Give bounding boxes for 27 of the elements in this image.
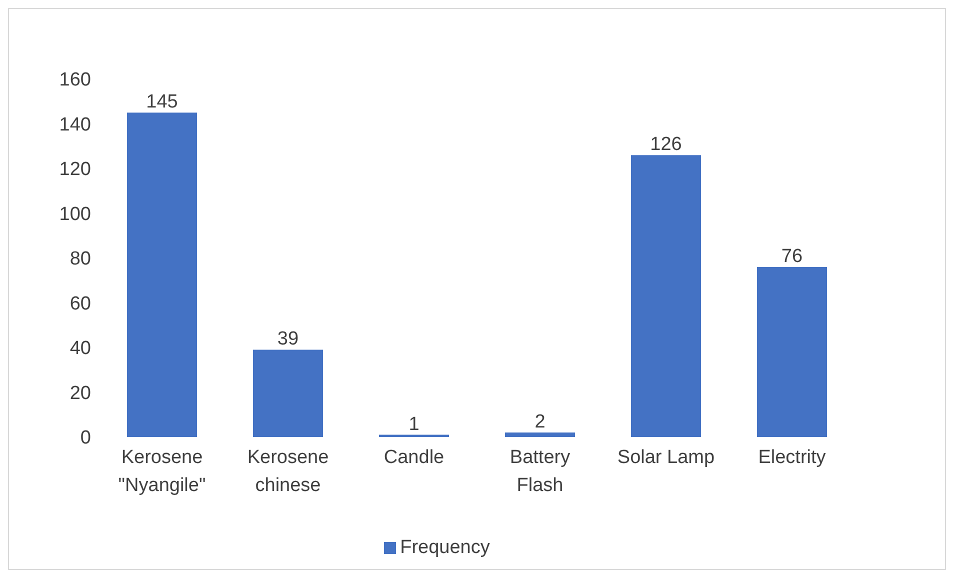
y-tick-label: 60 (70, 293, 91, 314)
x-tick-label: Kerosene chinese (247, 447, 329, 496)
data-label: 39 (277, 328, 299, 350)
x-tick-label: Kerosene "Nyangile" (118, 447, 206, 496)
y-tick-label: 160 (59, 70, 91, 91)
data-label: 145 (146, 92, 178, 113)
y-tick-label: 40 (70, 338, 91, 360)
bar (631, 155, 701, 437)
x-tick-label: Solar Lamp (617, 447, 715, 468)
data-label: 76 (781, 246, 803, 267)
data-label: 1 (408, 414, 420, 435)
x-tick-label: Battery Flash (510, 447, 571, 496)
bar (505, 432, 575, 437)
y-tick-label: 80 (70, 248, 91, 270)
y-tick-label: 20 (70, 382, 91, 404)
y-tick-label: 100 (59, 204, 91, 225)
bar (127, 112, 197, 437)
y-tick-label: 140 (59, 114, 91, 136)
data-label: 2 (534, 412, 546, 433)
bar (757, 266, 827, 437)
y-tick-label: 120 (59, 159, 91, 180)
x-tick-label: Candle (384, 447, 444, 468)
x-tick-label: Electrity (758, 447, 826, 468)
legend-label: Frequency (400, 537, 490, 558)
data-label: 126 (650, 134, 682, 156)
bar (253, 350, 323, 437)
y-tick-label: 0 (80, 428, 91, 449)
